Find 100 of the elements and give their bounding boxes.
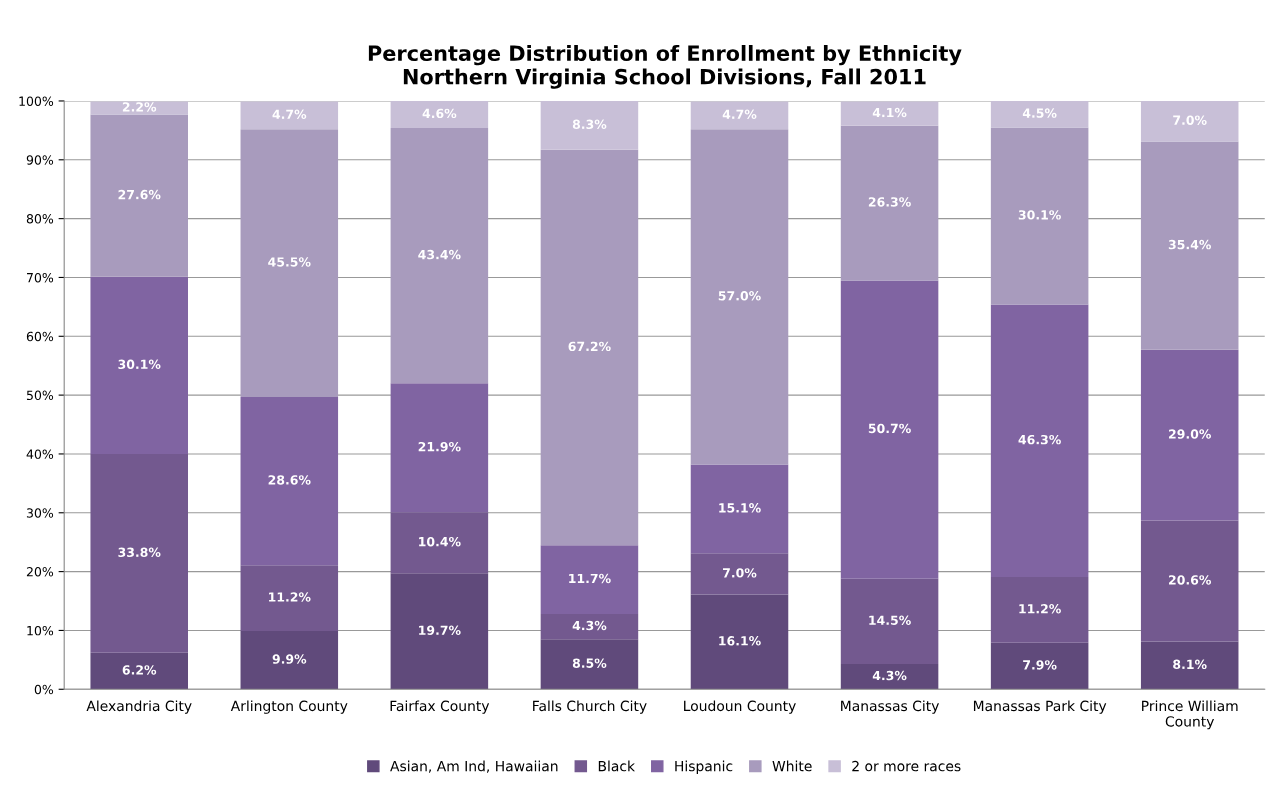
y-tick-label: 50% — [26, 390, 54, 401]
bar — [990, 127, 1089, 305]
y-tick-label: 10% — [27, 625, 54, 636]
legend-label: White — [772, 760, 812, 772]
bar — [540, 545, 639, 614]
data-label: 4.3% — [572, 620, 607, 631]
data-label: 28.6% — [268, 475, 311, 485]
data-label: 7.9% — [1023, 660, 1057, 670]
data-label: 11.2% — [1019, 604, 1061, 614]
bar — [690, 553, 789, 595]
data-label: 7.0% — [723, 568, 757, 578]
chart-title: Percentage Distribution of Enrollment by Ethnicity Northern Virginia School Divisions, Fall 2011 — [368, 44, 962, 89]
x-tick-label: Arlington County — [230, 700, 348, 714]
data-label: 43.4% — [418, 249, 461, 260]
bar — [90, 652, 189, 690]
data-label: 29.0% — [1169, 429, 1211, 439]
data-label: 6.2% — [122, 665, 157, 675]
bar — [540, 613, 639, 640]
x-tick-label: Fairfax County — [390, 700, 490, 714]
data-label: 33.8% — [118, 547, 161, 557]
bar — [240, 396, 339, 566]
bar — [390, 383, 489, 513]
x-tick-label: Manassas Park City — [973, 700, 1107, 714]
data-label: 19.7% — [419, 625, 461, 635]
data-label: 27.6% — [118, 189, 161, 200]
y-tick-label: 80% — [26, 214, 54, 224]
data-label: 21.9% — [418, 441, 461, 452]
x-tick-label: Manassas City — [841, 700, 939, 714]
data-label: 7.0% — [1173, 115, 1207, 125]
data-label: 4.7% — [722, 109, 757, 120]
bar — [1140, 349, 1239, 521]
data-label: 8.5% — [572, 658, 607, 668]
data-label: 57.0% — [718, 291, 761, 301]
bar — [1140, 141, 1239, 350]
y-tick-label: 0% — [34, 684, 54, 695]
data-label: 26.3% — [868, 197, 911, 207]
legend-label: 2 or more races — [852, 760, 961, 772]
data-label: 2.2% — [122, 102, 157, 112]
y-tick-label: 60% — [26, 331, 54, 342]
x-tick-label: Alexandria City — [86, 700, 192, 714]
data-label: 4.7% — [272, 109, 307, 120]
bar — [90, 114, 189, 277]
bar — [990, 642, 1089, 690]
legend-label: Hispanic — [675, 760, 733, 775]
bar — [840, 578, 939, 664]
bar — [840, 663, 939, 690]
bar — [1140, 520, 1239, 642]
x-tick-label: Loudoun County — [684, 700, 796, 714]
data-label: 8.1% — [1173, 659, 1207, 670]
bar — [240, 101, 339, 130]
data-label: 30.1% — [118, 359, 161, 370]
bar — [90, 276, 189, 454]
data-label: 16.1% — [719, 636, 761, 646]
data-label: 11.2% — [269, 592, 311, 602]
bar — [990, 304, 1089, 577]
bar — [1140, 641, 1239, 690]
bar — [990, 100, 1089, 128]
bar — [540, 100, 639, 150]
data-label: 46.3% — [1018, 434, 1061, 445]
bar — [990, 576, 1089, 643]
data-label: 15.1% — [719, 503, 761, 513]
bar — [90, 453, 189, 653]
bar — [840, 125, 939, 281]
data-label: 35.4% — [1168, 239, 1211, 250]
x-tick-label: Falls Church City — [533, 700, 647, 714]
bar — [240, 129, 339, 397]
y-tick-label: 70% — [27, 272, 54, 283]
bar — [690, 594, 789, 690]
data-label: 10.4% — [419, 536, 461, 547]
data-label: 4.3% — [872, 670, 907, 681]
y-tick-label: 30% — [26, 508, 54, 518]
data-label: 4.6% — [422, 108, 457, 119]
data-label: 45.5% — [268, 257, 311, 267]
data-label: 67.2% — [568, 341, 611, 352]
bar — [840, 280, 939, 579]
data-label: 14.5% — [869, 615, 911, 625]
legend-label: Black — [598, 760, 636, 772]
data-label: 4.1% — [872, 107, 907, 118]
bar — [540, 149, 639, 546]
bar — [1140, 100, 1239, 142]
y-tick-label: 20% — [26, 567, 54, 577]
bar — [540, 639, 639, 690]
bar — [240, 565, 339, 632]
data-label: 11.7% — [569, 573, 611, 584]
data-label: 4.5% — [1022, 108, 1057, 118]
data-label: 20.6% — [1169, 575, 1211, 585]
legend-label: Asian, Am Ind, Hawaiian — [390, 760, 558, 773]
y-tick-label: 100% — [19, 96, 54, 106]
bar — [390, 100, 489, 129]
bar — [690, 101, 789, 130]
data-label: 30.1% — [1018, 210, 1061, 220]
y-tick-label: 90% — [26, 155, 54, 165]
y-tick-label: 40% — [26, 449, 54, 459]
bar — [390, 573, 489, 690]
bar — [390, 128, 489, 384]
data-label: 9.9% — [272, 654, 307, 664]
data-label: 8.3% — [572, 119, 607, 130]
bar — [390, 512, 489, 574]
x-tick-label: Prince William County — [1142, 700, 1238, 730]
bar — [840, 101, 939, 126]
